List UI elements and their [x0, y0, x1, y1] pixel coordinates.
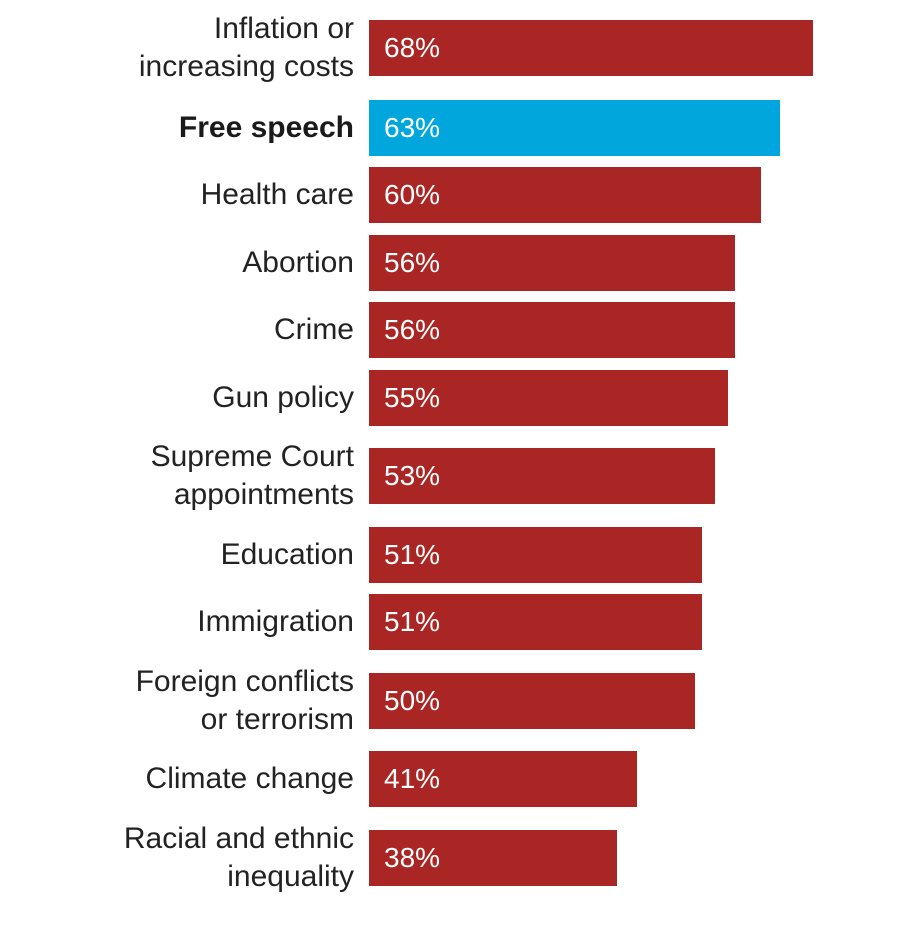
category-label-11: Racial and ethnic inequality	[123, 822, 354, 893]
category-label-2: Health care	[200, 178, 354, 211]
bar-2	[369, 167, 761, 223]
bar-4	[369, 302, 735, 358]
bar-10	[369, 751, 637, 807]
category-label-5: Gun policy	[212, 381, 354, 414]
value-label-8: 51%	[384, 606, 441, 637]
value-label-7: 51%	[384, 539, 441, 570]
value-label-9: 50%	[384, 685, 441, 716]
category-label-1: Free speech	[178, 111, 354, 144]
bar-6	[369, 448, 716, 504]
value-label-4: 56%	[384, 314, 441, 345]
category-label-8: Immigration	[197, 605, 354, 638]
bar-9	[369, 673, 696, 729]
value-label-3: 56%	[384, 247, 441, 278]
value-label-10: 41%	[384, 763, 441, 794]
value-label-11: 38%	[384, 842, 441, 873]
bar-8	[369, 594, 702, 650]
bar-1	[369, 100, 781, 156]
bar-7	[369, 527, 702, 583]
category-label-3: Abortion	[242, 246, 354, 279]
category-label-4: Crime	[274, 313, 354, 346]
category-label-6: Supreme Court appointments	[150, 440, 354, 511]
bar-3	[369, 235, 735, 291]
category-label-10: Climate change	[145, 762, 354, 795]
category-label-0: Inflation or increasing costs	[138, 12, 354, 83]
value-label-2: 60%	[384, 179, 441, 210]
value-label-5: 55%	[384, 382, 441, 413]
bar-11	[369, 830, 618, 886]
value-label-1: 63%	[384, 112, 441, 143]
bar-0	[369, 20, 813, 76]
value-label-0: 68%	[384, 32, 441, 63]
category-label-7: Education	[220, 538, 354, 571]
bar-5	[369, 370, 729, 426]
value-label-6: 53%	[384, 460, 441, 491]
category-label-9: Foreign conflicts or terrorism	[135, 665, 354, 736]
